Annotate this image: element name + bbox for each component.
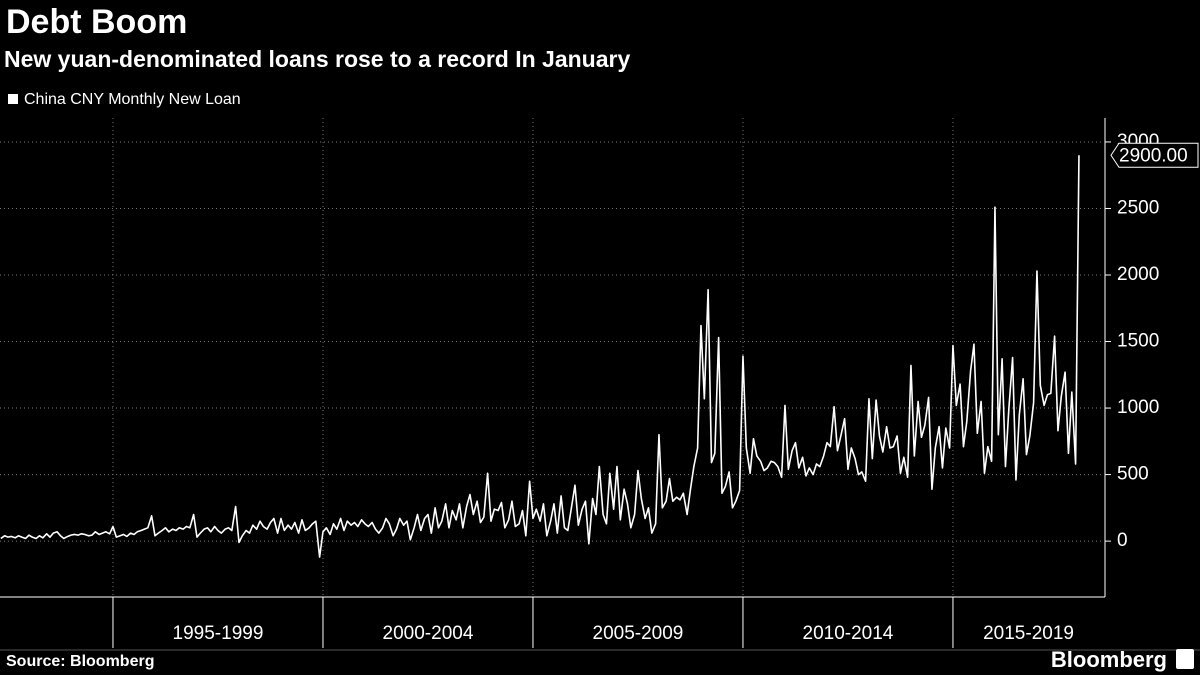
chart-subtitle: New yuan-denominated loans rose to a rec…	[4, 46, 630, 72]
x-tick-label: 2010-2014	[803, 623, 894, 644]
x-tick-label: 2000-2004	[383, 623, 474, 644]
y-tick-label: 1000	[1117, 397, 1159, 418]
callout-box	[1110, 142, 1199, 168]
x-tick-label: 2015-2019	[983, 623, 1074, 644]
source: Source: Bloomberg	[6, 653, 154, 670]
data-line	[0, 155, 1080, 558]
brand: Bloomberg	[1051, 647, 1167, 672]
chart-title: Debt Boom	[6, 3, 187, 41]
y-tick-label: 0	[1117, 530, 1128, 551]
y-tick-label: 500	[1117, 464, 1149, 485]
x-tick-label: 1995-1999	[173, 623, 264, 644]
brand-icon	[1176, 649, 1194, 669]
y-tick-label: 2000	[1117, 264, 1159, 285]
legend-label: China CNY Monthly New Loan	[24, 91, 241, 108]
callout-label: 2900.00	[1119, 145, 1188, 166]
y-tick-label: 2500	[1117, 197, 1159, 218]
y-tick-label: 1500	[1117, 331, 1159, 352]
x-tick-label: 2005-2009	[593, 623, 684, 644]
legend-swatch	[8, 94, 18, 104]
